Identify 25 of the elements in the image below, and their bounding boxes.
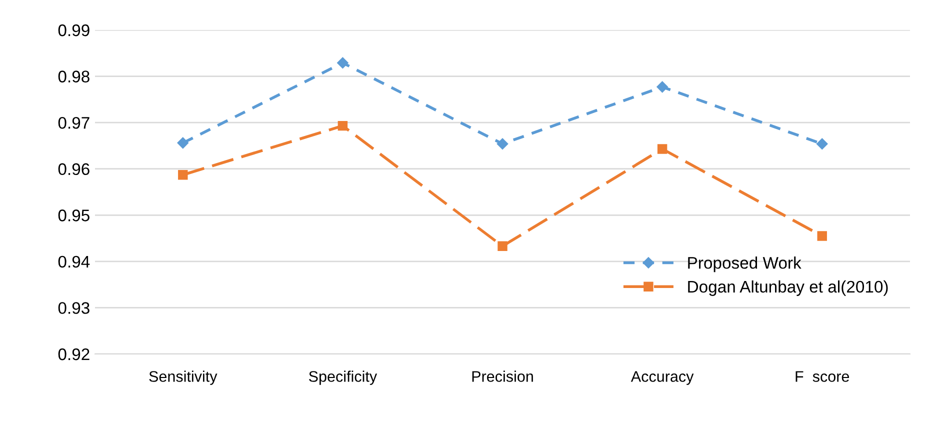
point <box>178 170 188 180</box>
point <box>656 81 668 93</box>
legend-label: Proposed Work <box>688 256 802 272</box>
y-tick-label: 0.94 <box>58 256 90 268</box>
x-tick-label: F score <box>796 371 850 382</box>
point <box>338 120 348 131</box>
y-tick-label: 0.95 <box>58 210 90 222</box>
x-tick-label: Sensitivity <box>149 370 218 385</box>
y-tick-label: 0.97 <box>58 116 90 129</box>
point <box>816 138 828 150</box>
y-tick-label: 0.93 <box>58 302 90 314</box>
legend-label: Dogan Altunbay et al(2010) <box>688 280 888 296</box>
point <box>657 144 668 154</box>
y-tick-label: 0.96 <box>58 163 90 176</box>
y-tick-label: 0.98 <box>58 70 90 82</box>
point <box>177 137 188 149</box>
point <box>817 231 827 241</box>
y-tick-label: 0.99 <box>58 24 90 36</box>
x-tick-label: Specificity <box>309 370 378 385</box>
y-tick-label: 0.92 <box>58 348 90 360</box>
point <box>498 241 508 252</box>
point <box>496 138 508 150</box>
x-tick-label: Accuracy <box>630 371 694 385</box>
x-tick-label: Precision <box>472 370 533 382</box>
point <box>337 57 348 68</box>
